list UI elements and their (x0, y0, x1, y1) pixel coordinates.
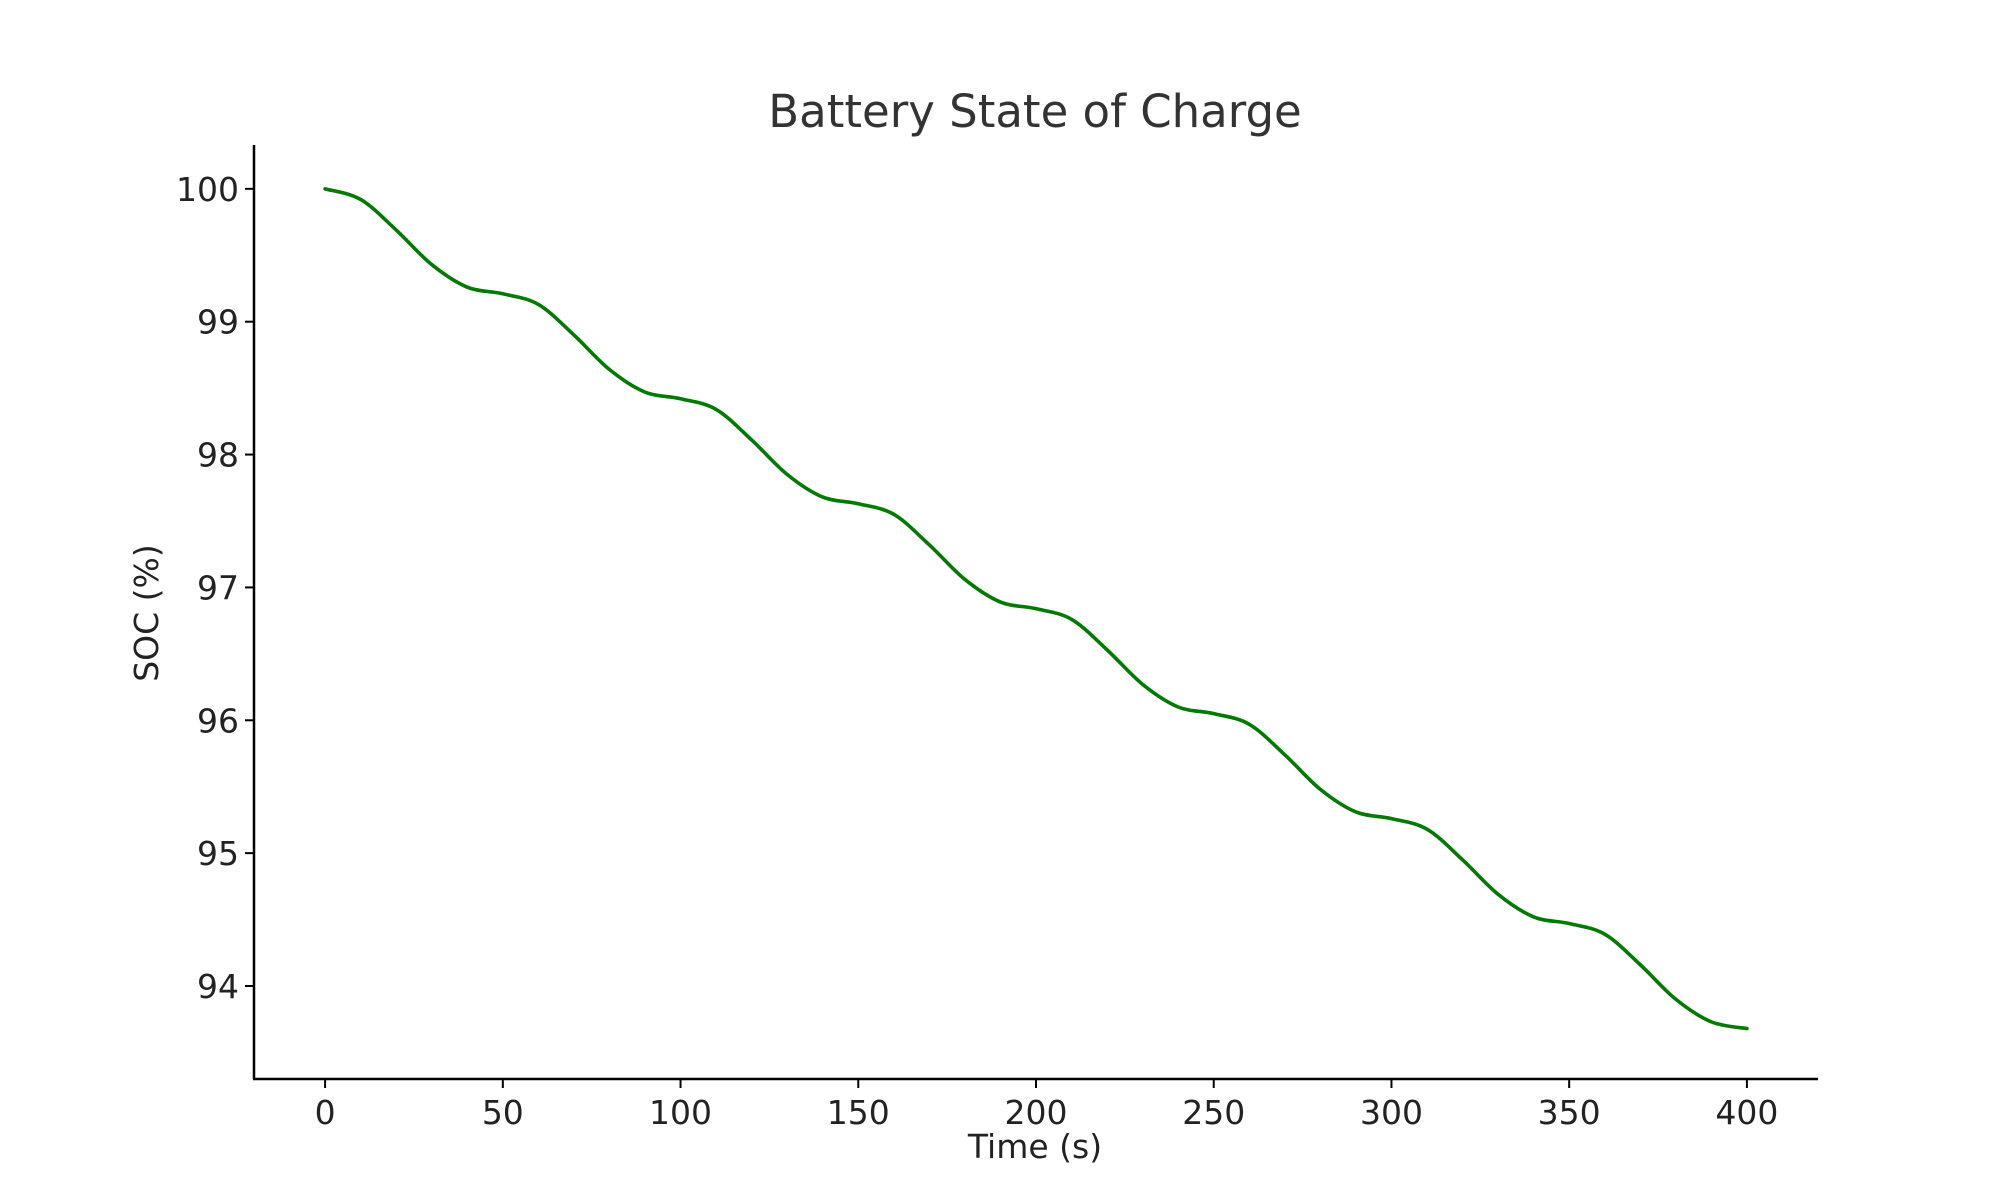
x-tick-label: 100 (649, 1093, 712, 1132)
y-tick-label: 99 (197, 303, 239, 342)
x-tick-label: 300 (1360, 1093, 1423, 1132)
y-tick-label: 95 (197, 834, 239, 873)
x-tick-label: 350 (1538, 1093, 1601, 1132)
y-tick-label: 100 (176, 170, 239, 209)
x-tick-label: 400 (1715, 1093, 1778, 1132)
x-axis-ticks: 0 50 100 150 200 250 300 350 400 (315, 1079, 1778, 1132)
chart-title: Battery State of Charge (768, 85, 1301, 138)
x-tick-label: 0 (315, 1093, 336, 1132)
x-tick-label: 50 (482, 1093, 524, 1132)
x-axis-label: Time (s) (967, 1127, 1102, 1166)
y-axis-ticks: 94 95 96 97 98 99 100 (176, 170, 254, 1006)
series-layer (323, 187, 1749, 1031)
y-tick-label: 97 (197, 568, 239, 607)
y-tick-label: 94 (197, 967, 239, 1006)
y-tick-label: 96 (197, 701, 239, 740)
y-axis-label: SOC (%) (127, 544, 166, 682)
x-tick-label: 150 (827, 1093, 890, 1132)
x-tick-label: 250 (1182, 1093, 1245, 1132)
y-tick-label: 98 (197, 436, 239, 475)
x-tick-label: 200 (1005, 1093, 1068, 1132)
soc-series-line (323, 187, 1749, 1031)
